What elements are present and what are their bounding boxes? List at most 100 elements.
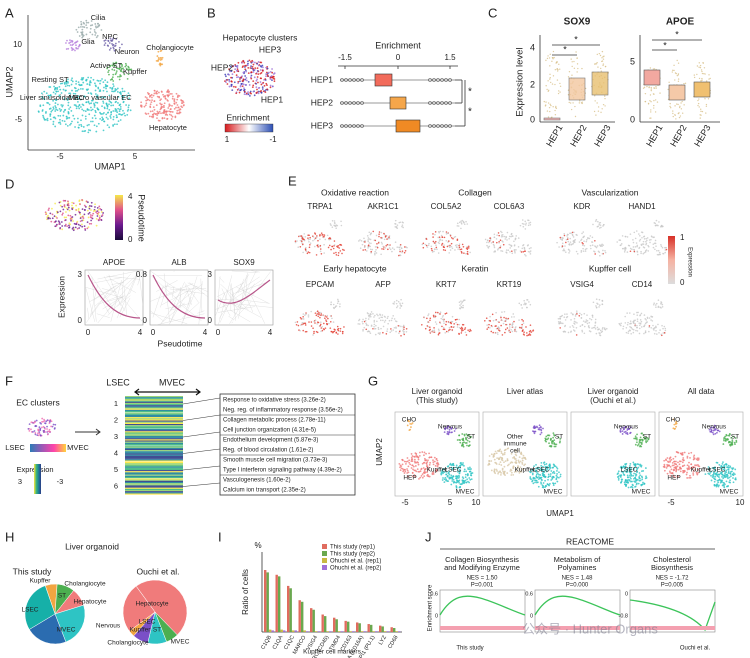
label: MVEC	[456, 489, 475, 496]
point	[328, 244, 331, 247]
point	[312, 236, 315, 238]
point	[122, 98, 124, 101]
point	[460, 248, 463, 250]
label: 3	[114, 432, 118, 441]
point	[54, 225, 57, 228]
point	[660, 244, 662, 246]
trend-line	[152, 274, 206, 319]
point	[552, 475, 554, 478]
point	[119, 106, 122, 108]
point	[54, 102, 57, 104]
point	[457, 467, 459, 470]
point	[486, 324, 488, 326]
point	[696, 459, 699, 461]
point	[559, 315, 562, 318]
point	[447, 425, 450, 428]
point	[490, 242, 493, 244]
point	[68, 92, 71, 95]
heat-row	[125, 471, 183, 473]
point	[695, 471, 698, 474]
point	[266, 88, 269, 91]
point	[509, 470, 512, 472]
point	[168, 110, 170, 113]
outlier	[440, 78, 444, 82]
point	[490, 453, 493, 456]
point	[584, 321, 587, 323]
point	[596, 102, 598, 104]
heat-row	[125, 397, 183, 399]
label: -5	[401, 498, 409, 507]
point	[79, 98, 82, 101]
point	[38, 431, 41, 433]
outlier	[428, 78, 432, 82]
point	[639, 479, 642, 482]
point	[490, 330, 493, 333]
point	[75, 47, 78, 50]
point	[417, 470, 420, 473]
point	[74, 213, 77, 216]
point	[436, 248, 438, 251]
point	[623, 481, 626, 484]
point	[375, 324, 377, 327]
point	[595, 332, 598, 335]
point	[108, 94, 111, 97]
point	[309, 242, 312, 244]
point	[429, 317, 432, 320]
point	[163, 102, 166, 105]
point	[399, 469, 402, 472]
point	[503, 235, 506, 238]
point	[561, 245, 564, 247]
label: KRT19	[497, 280, 522, 289]
point	[529, 324, 532, 326]
point	[448, 477, 451, 480]
outlier	[436, 124, 440, 128]
point	[556, 67, 558, 70]
point	[541, 465, 544, 468]
point	[650, 319, 652, 321]
point	[370, 250, 373, 253]
point	[81, 108, 84, 111]
point	[595, 246, 598, 249]
point	[447, 480, 450, 483]
label: 1	[114, 399, 118, 408]
point	[410, 456, 413, 459]
point	[70, 122, 72, 125]
heat-row	[125, 422, 183, 425]
point	[443, 471, 446, 473]
trace	[161, 285, 198, 306]
point	[502, 235, 504, 238]
point	[547, 116, 550, 118]
label: 5	[448, 498, 453, 507]
point	[637, 311, 639, 314]
point	[675, 469, 678, 472]
point	[669, 102, 671, 105]
point	[625, 469, 628, 471]
point	[312, 327, 314, 330]
point	[467, 329, 469, 331]
point	[260, 89, 263, 92]
point	[628, 312, 631, 314]
point	[572, 329, 575, 331]
point	[54, 423, 57, 426]
trace	[181, 291, 196, 325]
point	[81, 208, 84, 211]
point	[74, 226, 77, 229]
point	[113, 123, 116, 126]
point	[717, 485, 720, 488]
trace	[139, 275, 144, 306]
point	[601, 303, 604, 306]
point	[551, 83, 554, 85]
point	[83, 26, 86, 29]
point	[175, 106, 177, 109]
point	[319, 324, 322, 327]
point	[633, 480, 636, 483]
axis-title: Expression level	[515, 47, 526, 116]
point	[332, 247, 335, 250]
point	[637, 482, 640, 485]
point	[601, 50, 604, 53]
point	[672, 115, 674, 118]
point	[492, 243, 495, 246]
point	[581, 330, 584, 333]
point	[456, 239, 459, 241]
point	[163, 104, 165, 107]
